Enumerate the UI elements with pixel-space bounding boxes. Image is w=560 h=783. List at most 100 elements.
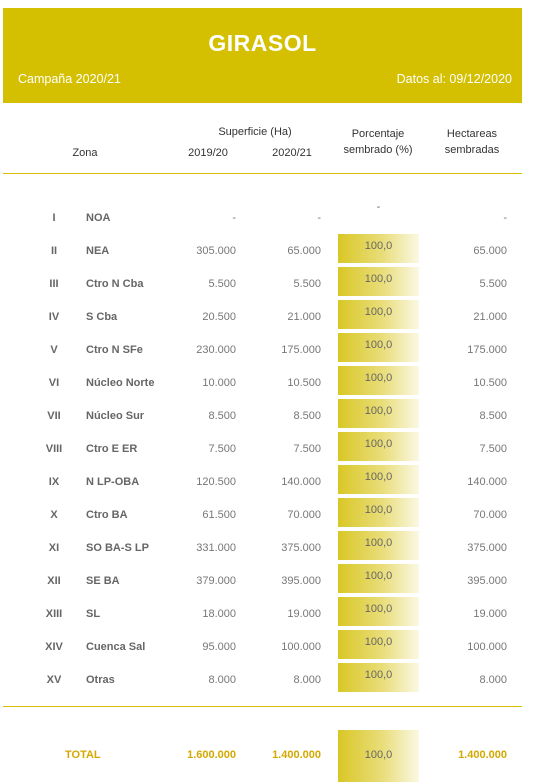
row-surface-2019: -	[232, 212, 236, 224]
row-surface-2019: 230.000	[196, 344, 236, 356]
row-pct-value: 100,0	[364, 471, 393, 483]
row-pct-value: 100,0	[364, 504, 393, 516]
row-number: XII	[47, 575, 61, 587]
table-row: VI Núcleo Norte 10.000 10.500 100,0 10.500	[0, 366, 560, 399]
page-title: GIRASOL	[208, 30, 317, 56]
row-number: XI	[48, 542, 60, 554]
row-zona: Otras	[86, 674, 115, 686]
row-surface-2020: 19.000	[287, 608, 321, 620]
table-row: X Ctro BA 61.500 70.000 100,0 70.000	[0, 498, 560, 531]
row-hectareas: 5.500	[479, 278, 507, 290]
row-number: II	[50, 245, 58, 257]
row-pct-bar	[338, 498, 419, 527]
row-number: XIV	[45, 641, 63, 653]
total-2019: 1.600.000	[187, 749, 236, 761]
row-pct-bar	[338, 465, 419, 494]
row-surface-2019: 120.500	[196, 476, 236, 488]
row-pct-bar	[338, 234, 419, 263]
row-number: I	[52, 212, 56, 224]
total-divider	[3, 706, 522, 707]
row-pct-value: 100,0	[364, 273, 393, 285]
row-hectareas: 175.000	[467, 344, 507, 356]
total-label: TOTAL	[65, 749, 101, 761]
row-pct-bar	[338, 531, 419, 560]
row-zona: Núcleo Norte	[86, 377, 155, 389]
row-zona: Núcleo Sur	[86, 410, 145, 422]
row-surface-2020: 21.000	[287, 311, 321, 323]
row-pct-bar	[338, 366, 419, 395]
table-row: I NOA - - - -	[0, 201, 560, 234]
row-surface-2019: 379.000	[196, 575, 236, 587]
row-surface-2020: 5.500	[293, 278, 321, 290]
row-surface-2019: 305.000	[196, 245, 236, 257]
row-number: XIII	[45, 608, 63, 620]
row-hectareas: 65.000	[473, 245, 507, 257]
row-number: VII	[47, 410, 61, 422]
row-pct-bar	[338, 267, 419, 296]
row-pct-value: 100,0	[364, 537, 393, 549]
row-surface-2020: 10.500	[287, 377, 321, 389]
row-number: X	[50, 509, 58, 521]
report-header: GIRASOL Campaña 2020/21 Datos al: 09/12/…	[3, 8, 522, 103]
row-hectareas: 19.000	[473, 608, 507, 620]
row-zona: SL	[86, 608, 101, 620]
header-hectareas: Hectareas sembradas	[430, 126, 514, 158]
row-hectareas: 8.000	[479, 674, 507, 686]
header-zona: Zona	[72, 147, 98, 159]
table-row: XV Otras 8.000 8.000 100,0 8.000	[0, 663, 560, 696]
row-pct-bar	[338, 300, 419, 329]
row-pct-bar	[338, 597, 419, 626]
row-surface-2020: 8.500	[293, 410, 321, 422]
row-zona: N LP-OBA	[86, 476, 140, 488]
row-hectareas: 70.000	[473, 509, 507, 521]
table-row: II NEA 305.000 65.000 100,0 65.000	[0, 234, 560, 267]
row-surface-2020: 100.000	[281, 641, 321, 653]
row-pct-bar	[338, 333, 419, 362]
row-pct-value: 100,0	[364, 438, 393, 450]
row-number: VI	[48, 377, 60, 389]
row-pct-bar	[338, 564, 419, 593]
row-hectareas: -	[503, 212, 507, 224]
row-surface-2019: 331.000	[196, 542, 236, 554]
row-hectareas: 100.000	[467, 641, 507, 653]
row-hectareas: 8.500	[479, 410, 507, 422]
row-surface-2020: 395.000	[281, 575, 321, 587]
total-pct-value: 100,0	[364, 749, 393, 761]
row-pct-value: 100,0	[364, 669, 393, 681]
header-hectareas-line1: Hectareas	[446, 128, 498, 140]
row-surface-2019: 7.500	[208, 443, 236, 455]
campaign-label: Campaña 2020/21	[18, 72, 121, 86]
row-number: VIII	[45, 443, 63, 455]
row-surface-2019: 18.000	[202, 608, 236, 620]
table-row: VIII Ctro E ER 7.500 7.500 100,0 7.500	[0, 432, 560, 465]
row-hectareas: 140.000	[467, 476, 507, 488]
row-pct-value: 100,0	[364, 240, 393, 252]
header-porcentaje-line1: Porcentaje	[351, 128, 405, 140]
row-pct-value: 100,0	[364, 339, 393, 351]
row-pct-value: 100,0	[364, 570, 393, 582]
row-surface-2020: 7.500	[293, 443, 321, 455]
table-row: XIV Cuenca Sal 95.000 100.000 100,0 100.000	[0, 630, 560, 663]
row-pct-value: 100,0	[364, 636, 393, 648]
row-surface-2020: 70.000	[287, 509, 321, 521]
row-pct-value: 100,0	[364, 306, 393, 318]
row-surface-2020: -	[317, 212, 321, 224]
row-number: IV	[48, 311, 60, 323]
row-zona: Ctro N SFe	[86, 344, 143, 356]
row-zona: Cuenca Sal	[86, 641, 146, 653]
total-2020: 1.400.000	[272, 749, 321, 761]
table-row: XI SO BA-S LP 331.000 375.000 100,0 375.000	[0, 531, 560, 564]
row-pct-value: 100,0	[364, 405, 393, 417]
row-zona: S Cba	[86, 311, 118, 323]
row-hectareas: 375.000	[467, 542, 507, 554]
row-number: XV	[46, 674, 62, 686]
row-surface-2019: 20.500	[202, 311, 236, 323]
header-hectareas-line2: sembradas	[444, 144, 500, 156]
row-pct-bar	[338, 432, 419, 461]
row-zona: SO BA-S LP	[86, 542, 149, 554]
row-surface-2019: 5.500	[208, 278, 236, 290]
header-porcentaje-line2: sembrado (%)	[343, 144, 413, 156]
total-hectareas: 1.400.000	[458, 749, 507, 761]
row-surface-2019: 95.000	[202, 641, 236, 653]
data-date-label: Datos al: 09/12/2020	[396, 72, 512, 86]
